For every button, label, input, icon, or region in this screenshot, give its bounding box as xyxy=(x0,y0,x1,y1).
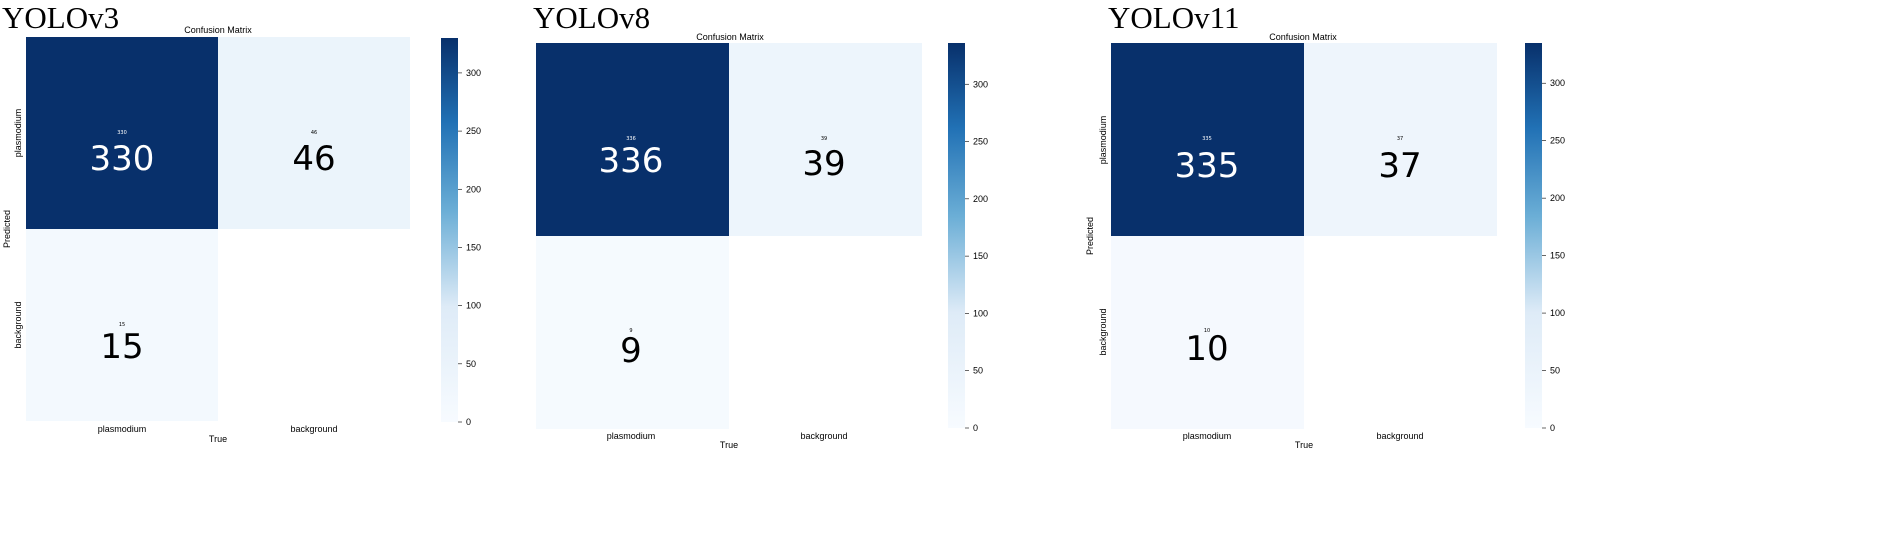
x-axis-label: True xyxy=(720,440,738,450)
colorbar-tick-label-50: 50 xyxy=(466,359,476,369)
cell-0-0-small-label: 330 xyxy=(117,130,127,136)
colorbar-ticks: 0 50 100 150 200 250 300 xyxy=(1542,78,1565,433)
colorbar-ticks: 0 50 100 150 200 250 300 xyxy=(965,79,988,433)
cell-0-0-small-label: 336 xyxy=(626,136,636,142)
y-tick-label-plasmodium: plasmodium xyxy=(13,109,23,158)
colorbar-tick-label-50: 50 xyxy=(1550,366,1560,376)
cell-0-0 xyxy=(536,43,729,236)
cell-1-0-label: 10 xyxy=(1185,329,1228,369)
colorbar-tick-label-100: 100 xyxy=(1550,308,1565,318)
colorbar-gradient xyxy=(948,43,965,428)
y-tick-label-background: background xyxy=(13,301,23,348)
x-tick-label-plasmodium: plasmodium xyxy=(98,424,147,434)
colorbar-tick-label-100: 100 xyxy=(466,301,481,311)
colorbar-tick-label-150: 150 xyxy=(973,251,988,261)
y-tick-label-plasmodium: plasmodium xyxy=(1098,116,1108,165)
cell-0-1-label: 37 xyxy=(1378,146,1421,186)
heatmap-cells xyxy=(536,43,922,429)
cell-0-1-small-label: 46 xyxy=(311,130,317,136)
cell-1-0 xyxy=(1111,236,1304,429)
x-tick-label-background: background xyxy=(800,431,847,441)
y-axis-label: Predicted xyxy=(1085,217,1095,255)
cell-1-0-small-label: 15 xyxy=(119,322,125,328)
cell-1-0-label: 15 xyxy=(100,327,143,367)
model-title: YOLOv8 xyxy=(533,0,650,35)
cell-1-0 xyxy=(536,236,729,429)
cell-0-1 xyxy=(729,43,922,236)
chart-yolov3: YOLOv3 Confusion Matrix 330 330 46 46 15… xyxy=(2,0,481,444)
chart-title: Confusion Matrix xyxy=(696,32,764,42)
colorbar-tick-label-300: 300 xyxy=(466,68,481,78)
colorbar: 0 50 100 150 200 250 300 xyxy=(441,38,481,427)
colorbar-tick-label-150: 150 xyxy=(1550,251,1565,261)
colorbar-tick-label-0: 0 xyxy=(1550,423,1555,433)
confusion-matrix-panel-yolov3: YOLOv3 Confusion Matrix 330 330 46 46 15… xyxy=(0,0,620,548)
colorbar-tick-label-250: 250 xyxy=(466,126,481,136)
cell-0-1 xyxy=(1304,43,1497,236)
colorbar-tick-label-200: 200 xyxy=(466,184,481,194)
cell-0-1-small-label: 37 xyxy=(1397,136,1403,142)
x-tick-label-plasmodium: plasmodium xyxy=(607,431,656,441)
y-axis-label: Predicted xyxy=(2,210,12,248)
colorbar-tick-label-200: 200 xyxy=(973,194,988,204)
colorbar-tick-label-250: 250 xyxy=(1550,136,1565,146)
model-title: YOLOv3 xyxy=(2,0,119,35)
x-tick-label-background: background xyxy=(290,424,337,434)
cell-1-0 xyxy=(26,229,218,421)
colorbar-gradient xyxy=(1525,43,1542,428)
cell-0-0 xyxy=(1111,43,1304,236)
colorbar-tick-label-200: 200 xyxy=(1550,193,1565,203)
colorbar: 0 50 100 150 200 250 300 xyxy=(1525,43,1565,433)
cell-1-1 xyxy=(729,236,922,429)
colorbar-ticks: 0 50 100 150 200 250 300 xyxy=(458,68,481,427)
x-axis: plasmodium background True xyxy=(607,431,848,450)
cell-1-0-small-label: 9 xyxy=(629,328,632,334)
colorbar: 0 50 100 150 200 250 300 xyxy=(948,43,988,433)
x-axis: plasmodium background True xyxy=(98,424,338,444)
chart-yolov11: YOLOv11 Confusion Matrix 335 335 37 37 1… xyxy=(1085,0,1565,450)
colorbar-gradient xyxy=(441,38,458,422)
cell-labels: 330 330 46 46 15 15 xyxy=(90,130,336,367)
x-axis: plasmodium background True xyxy=(1183,431,1424,450)
colorbar-tick-label-250: 250 xyxy=(973,137,988,147)
cell-0-1-label: 39 xyxy=(802,144,845,184)
heatmap-cells xyxy=(1111,43,1497,429)
y-tick-label-background: background xyxy=(1098,308,1108,355)
chart-title: Confusion Matrix xyxy=(184,25,252,35)
x-axis-label: True xyxy=(1295,440,1313,450)
cell-0-0-small-label: 335 xyxy=(1202,136,1212,142)
cell-0-0-label: 330 xyxy=(90,139,155,179)
cell-labels: 336 336 39 39 9 9 xyxy=(599,136,846,371)
y-axis: Predicted plasmodium background xyxy=(2,109,23,349)
colorbar-tick-label-300: 300 xyxy=(973,79,988,89)
confusion-matrix-panel-yolov11: YOLOv11 Confusion Matrix 335 335 37 37 1… xyxy=(1084,0,1902,548)
colorbar-tick-label-300: 300 xyxy=(1550,78,1565,88)
chart-title: Confusion Matrix xyxy=(1269,32,1337,42)
cell-0-1-small-label: 39 xyxy=(821,136,827,142)
cell-1-0-small-label: 10 xyxy=(1204,328,1210,334)
x-tick-label-background: background xyxy=(1376,431,1423,441)
x-tick-label-plasmodium: plasmodium xyxy=(1183,431,1232,441)
cell-1-1 xyxy=(218,229,410,421)
model-title: YOLOv11 xyxy=(1108,0,1239,35)
colorbar-tick-label-150: 150 xyxy=(466,242,481,252)
cell-0-1-label: 46 xyxy=(292,139,335,179)
colorbar-tick-label-50: 50 xyxy=(973,366,983,376)
cell-0-0 xyxy=(26,37,218,229)
chart-yolov8: YOLOv8 Confusion Matrix 336 336 39 39 9 … xyxy=(533,0,988,450)
x-axis-label: True xyxy=(209,434,227,444)
cell-0-0-label: 336 xyxy=(599,141,664,181)
colorbar-tick-label-0: 0 xyxy=(973,423,978,433)
cell-1-0-label: 9 xyxy=(620,331,642,371)
colorbar-tick-label-0: 0 xyxy=(466,417,471,427)
colorbar-tick-label-100: 100 xyxy=(973,308,988,318)
confusion-matrix-panel-yolov8: YOLOv8 Confusion Matrix 336 336 39 39 9 … xyxy=(533,0,1153,548)
cell-1-1 xyxy=(1304,236,1497,429)
heatmap-cells xyxy=(26,37,410,421)
y-axis: Predicted plasmodium background xyxy=(1085,116,1108,356)
cell-labels: 335 335 37 37 10 10 xyxy=(1175,136,1422,369)
cell-0-1 xyxy=(218,37,410,229)
cell-0-0-label: 335 xyxy=(1175,146,1240,186)
